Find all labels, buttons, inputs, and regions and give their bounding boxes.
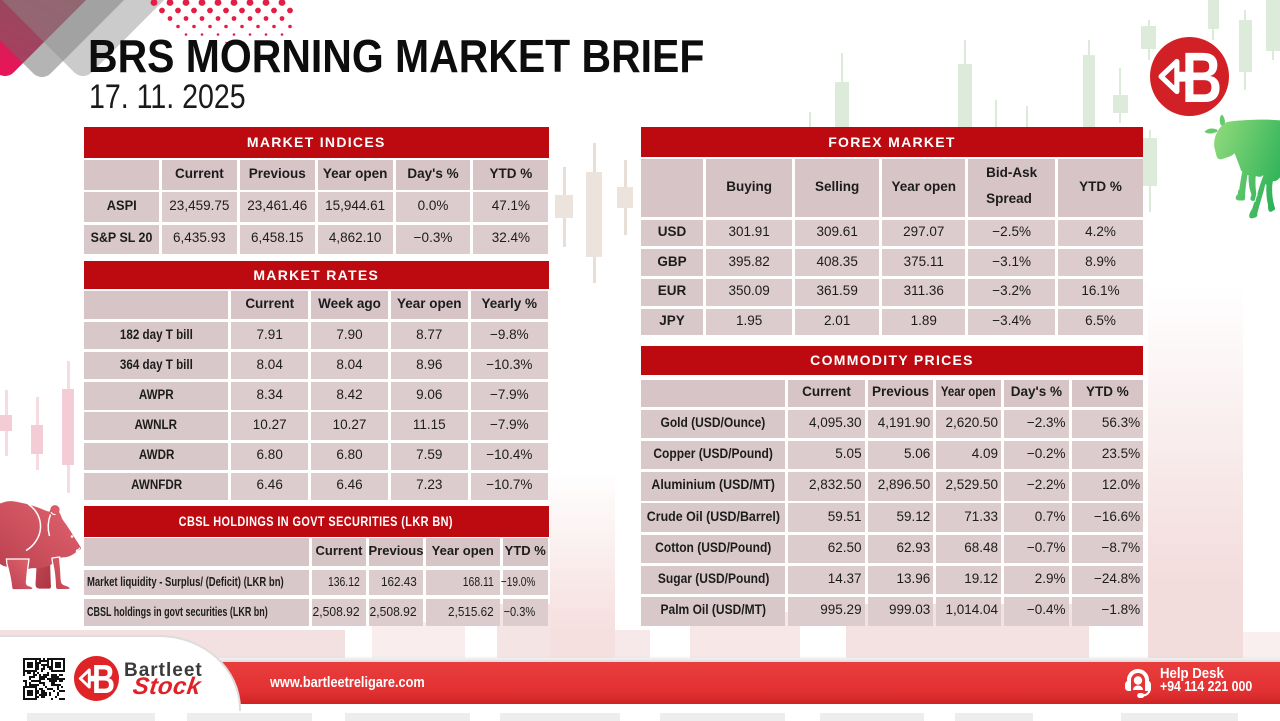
- svg-text:B: B: [92, 656, 115, 701]
- svg-text:B: B: [1182, 37, 1222, 116]
